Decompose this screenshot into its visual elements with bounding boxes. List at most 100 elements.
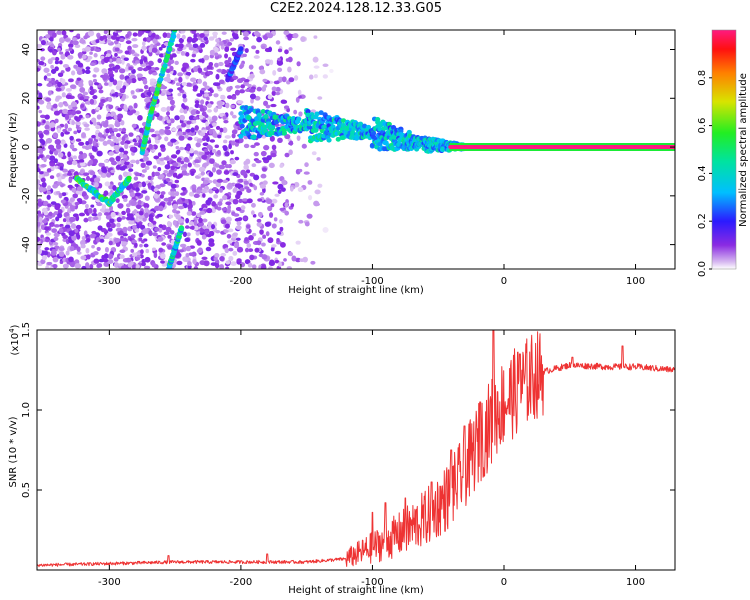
heatmap-noise-cell bbox=[133, 176, 139, 181]
heatmap-noise-cell bbox=[143, 265, 151, 269]
heatmap-noise-cell bbox=[71, 187, 76, 193]
heatmap-trace-cell bbox=[269, 124, 276, 129]
heatmap-noise-cell bbox=[68, 46, 73, 52]
heatmap-noise-cell bbox=[103, 253, 109, 260]
heatmap-noise-cell bbox=[138, 182, 143, 188]
heatmap-noise-cell bbox=[263, 144, 270, 151]
heatmap-noise-cell bbox=[236, 258, 242, 263]
heatmap-noise-cell bbox=[133, 102, 138, 109]
heatmap-noise-cell bbox=[105, 214, 112, 220]
heatmap-noise-cell bbox=[68, 43, 74, 48]
heatmap-noise-cell bbox=[222, 115, 227, 120]
heatmap-noise-cell bbox=[196, 93, 203, 97]
heatmap-noise-cell bbox=[211, 224, 216, 230]
heatmap-noise-cell bbox=[89, 46, 95, 52]
heatmap-noise-cell bbox=[88, 159, 94, 165]
heatmap-noise-cell bbox=[254, 95, 261, 101]
heatmap-noise-cell bbox=[180, 192, 186, 196]
heatmap-noise-cell bbox=[38, 60, 45, 66]
heatmap-noise-cell bbox=[212, 122, 217, 127]
heatmap-noise-cell bbox=[246, 243, 252, 248]
heatmap-noise-cell bbox=[78, 114, 83, 119]
heatmap-noise-cell bbox=[254, 142, 260, 146]
heatmap-noise-cell bbox=[75, 224, 82, 230]
heatmap-noise-cell bbox=[122, 226, 128, 232]
heatmap-noise-cell bbox=[174, 115, 180, 121]
heatmap-noise-cell bbox=[55, 216, 60, 222]
heatmap-noise-cell bbox=[52, 50, 57, 56]
heatmap-noise-cell bbox=[248, 88, 256, 93]
heatmap-noise-cell bbox=[278, 219, 283, 224]
heatmap-noise-cell bbox=[215, 43, 221, 48]
heatmap-noise-cell bbox=[289, 140, 294, 146]
heatmap-noise-cell bbox=[123, 57, 129, 61]
heatmap-noise-cell bbox=[209, 89, 214, 94]
heatmap-noise-cell bbox=[236, 221, 242, 226]
heatmap-noise-cell bbox=[75, 138, 82, 142]
heatmap-noise-cell bbox=[152, 165, 157, 169]
heatmap-noise-cell bbox=[148, 216, 154, 223]
heatmap-trace-cell bbox=[238, 133, 244, 139]
heatmap-noise-cell bbox=[304, 162, 309, 168]
x-tick-label: -200 bbox=[230, 276, 253, 287]
heatmap-noise-cell bbox=[43, 156, 47, 163]
heatmap-noise-cell bbox=[54, 224, 60, 228]
heatmap-noise-cell bbox=[44, 226, 50, 231]
heatmap-noise-cell bbox=[85, 101, 90, 105]
heatmap-noise-cell bbox=[170, 105, 175, 111]
heatmap-noise-cell bbox=[226, 207, 231, 214]
heatmap-noise-cell bbox=[44, 238, 50, 243]
heatmap-noise-cell bbox=[224, 223, 230, 229]
heatmap-noise-cell bbox=[92, 95, 98, 100]
heatmap-noise-cell bbox=[219, 127, 224, 133]
heatmap-noise-cell bbox=[90, 204, 95, 208]
heatmap-noise-cell bbox=[125, 257, 132, 263]
heatmap-noise-cell bbox=[106, 139, 112, 145]
heatmap-noise-cell bbox=[203, 54, 210, 61]
heatmap-noise-cell bbox=[188, 115, 195, 121]
heatmap-noise-cell bbox=[322, 226, 329, 233]
heatmap-noise-cell bbox=[71, 37, 78, 41]
heatmap-noise-cell bbox=[98, 40, 106, 44]
heatmap-noise-cell bbox=[46, 261, 53, 266]
heatmap-noise-cell bbox=[177, 218, 184, 224]
heatmap-noise-cell bbox=[251, 163, 257, 168]
heatmap-noise-cell bbox=[246, 188, 252, 193]
heatmap-noise-cell bbox=[158, 46, 163, 51]
heatmap-noise-cell bbox=[135, 213, 140, 217]
heatmap-noise-cell bbox=[166, 73, 171, 79]
heatmap-noise-cell bbox=[130, 200, 137, 206]
heatmap-noise-cell bbox=[242, 53, 247, 58]
heatmap-trace-cell bbox=[370, 131, 377, 136]
heatmap-noise-cell bbox=[37, 105, 40, 110]
heatmap-noise-cell bbox=[61, 192, 67, 197]
heatmap-noise-cell bbox=[175, 82, 181, 87]
heatmap-noise-cell bbox=[39, 114, 46, 119]
heatmap-noise-cell bbox=[44, 247, 50, 251]
snr-x-ticks: -300 -200 -100 0 100 bbox=[98, 330, 645, 588]
heatmap-noise-cell bbox=[307, 195, 313, 201]
heatmap-noise-cell bbox=[260, 264, 267, 269]
heatmap-noise-cell bbox=[64, 103, 69, 107]
heatmap-noise-cell bbox=[216, 178, 224, 183]
heatmap-noise-cell bbox=[89, 263, 94, 269]
heatmap-noise-cell bbox=[277, 48, 283, 53]
heatmap-noise-cell bbox=[298, 95, 302, 99]
heatmap-noise-cell bbox=[103, 190, 109, 196]
heatmap-noise-cell bbox=[279, 207, 285, 212]
heatmap-noise-cell bbox=[228, 255, 234, 262]
heatmap-noise-cell bbox=[45, 232, 52, 236]
heatmap-noise-cell bbox=[202, 142, 209, 147]
heatmap-noise-cell bbox=[146, 91, 152, 96]
heatmap-noise-cell bbox=[180, 243, 187, 248]
heatmap-noise-cell bbox=[80, 244, 86, 249]
heatmap-noise-cell bbox=[181, 131, 187, 136]
heatmap-noise-cell bbox=[163, 231, 170, 236]
heatmap-noise-cell bbox=[81, 235, 86, 241]
heatmap-noise-cell bbox=[214, 144, 220, 149]
heatmap-noise-cell bbox=[154, 130, 160, 135]
heatmap-noise-cell bbox=[58, 60, 63, 65]
heatmap-noise-cell bbox=[165, 177, 171, 182]
heatmap-noise-cell bbox=[43, 67, 50, 73]
heatmap-noise-cell bbox=[139, 243, 143, 248]
